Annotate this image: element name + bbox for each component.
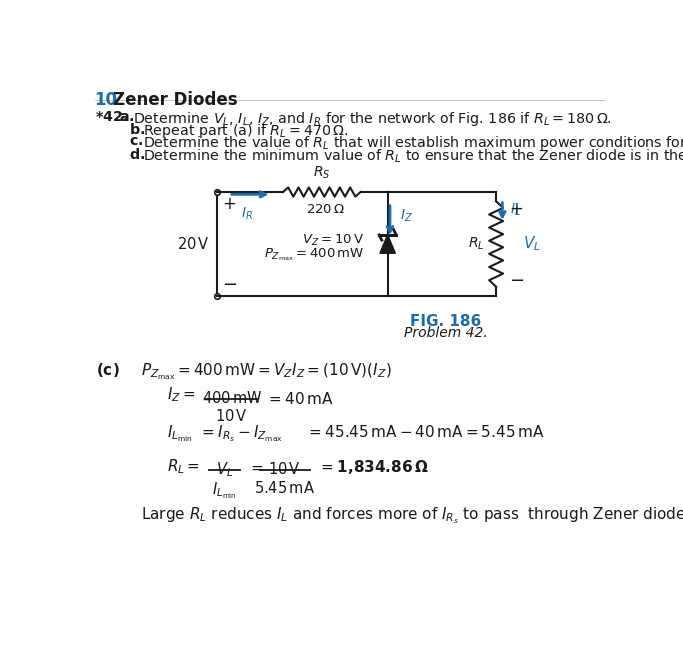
Text: $R_L$: $R_L$ (468, 235, 484, 252)
Text: $I_{L_{\mathrm{min}}}$: $I_{L_{\mathrm{min}}}$ (167, 424, 193, 444)
Text: $10\,\mathrm{V}$: $10\,\mathrm{V}$ (215, 409, 249, 424)
Text: Large $R_L$ reduces $I_L$ and forces more of $I_{R_s}$ to pass  through Zener di: Large $R_L$ reduces $I_L$ and forces mor… (141, 505, 683, 526)
Text: $10\,\mathrm{V}$: $10\,\mathrm{V}$ (268, 461, 301, 477)
Text: Zener Diodes: Zener Diodes (113, 91, 238, 109)
Text: $P_{Z_{\mathrm{max}}} = 400\,\mathrm{mW} = V_Z I_Z = (10\,\mathrm{V})(I_Z)$: $P_{Z_{\mathrm{max}}} = 400\,\mathrm{mW}… (141, 361, 392, 382)
Text: FIG. 186: FIG. 186 (410, 314, 482, 329)
Text: 10: 10 (95, 91, 117, 109)
Text: +: + (223, 194, 236, 212)
Polygon shape (380, 234, 395, 253)
Text: Determine the value of $R_L$ that will establish maximum power conditions for th: Determine the value of $R_L$ that will e… (143, 134, 683, 152)
Text: $\mathbf{c.}$: $\mathbf{c.}$ (129, 134, 143, 148)
Text: $I_Z =$: $I_Z =$ (167, 385, 195, 404)
Text: −: − (223, 276, 238, 294)
Text: $\mathbf{a.}$: $\mathbf{a.}$ (120, 110, 135, 124)
Text: $400\,\mathrm{mW}$: $400\,\mathrm{mW}$ (201, 390, 262, 406)
Text: $= 45.45\,\mathrm{mA} - 40\,\mathrm{mA} = 5.45\,\mathrm{mA}$: $= 45.45\,\mathrm{mA} - 40\,\mathrm{mA} … (306, 424, 544, 440)
Text: $P_{Z_{\mathrm{max}}} = 400\,\mathrm{mW}$: $P_{Z_{\mathrm{max}}} = 400\,\mathrm{mW}… (264, 247, 364, 263)
Text: $\mathbf{(c)}$: $\mathbf{(c)}$ (96, 361, 120, 379)
Text: $=$: $=$ (248, 460, 264, 474)
Text: $5.45\,\mathrm{mA}$: $5.45\,\mathrm{mA}$ (254, 480, 315, 496)
Text: $I_{L_{\mathrm{min}}}$: $I_{L_{\mathrm{min}}}$ (212, 480, 237, 500)
Text: $V_Z = 10\,\mathrm{V}$: $V_Z = 10\,\mathrm{V}$ (303, 232, 364, 248)
Text: $I_R$: $I_R$ (240, 206, 253, 222)
Text: $V_L$: $V_L$ (217, 461, 234, 480)
Text: $= \mathbf{1{,}834.86\,\Omega}$: $= \mathbf{1{,}834.86\,\Omega}$ (318, 458, 428, 476)
Text: $R_S$: $R_S$ (313, 165, 331, 182)
Text: +: + (510, 200, 523, 218)
Text: $I_L$: $I_L$ (510, 201, 521, 218)
Text: $\mathbf{b.}$: $\mathbf{b.}$ (129, 122, 145, 137)
Text: $I_Z$: $I_Z$ (400, 208, 413, 224)
Text: Determine $V_L$, $I_L$, $I_Z$, and $I_R$ for the network of Fig. 186 if $R_L = 1: Determine $V_L$, $I_L$, $I_Z$, and $I_R$… (133, 110, 613, 128)
Text: $= 40\,\mathrm{mA}$: $= 40\,\mathrm{mA}$ (266, 391, 334, 407)
Text: Problem 42.: Problem 42. (404, 326, 488, 340)
Text: $V_L$: $V_L$ (523, 234, 541, 253)
Text: $R_L =$: $R_L =$ (167, 458, 200, 476)
Text: −: − (510, 271, 525, 289)
Text: Determine the minimum value of $R_L$ to ensure that the Zener diode is in the \t: Determine the minimum value of $R_L$ to … (143, 147, 683, 165)
Text: $= I_{R_s} - I_{Z_{\mathrm{max}}}$: $= I_{R_s} - I_{Z_{\mathrm{max}}}$ (199, 424, 283, 444)
Text: $220\,\Omega$: $220\,\Omega$ (306, 203, 345, 216)
Text: Repeat part (a) if $R_L = 470\,\Omega$.: Repeat part (a) if $R_L = 470\,\Omega$. (143, 122, 348, 140)
Text: $\mathbf{d.}$: $\mathbf{d.}$ (129, 147, 145, 161)
Text: $\mathbf{*42.}$: $\mathbf{*42.}$ (95, 110, 128, 124)
Text: $20\,\mathrm{V}$: $20\,\mathrm{V}$ (176, 236, 210, 252)
